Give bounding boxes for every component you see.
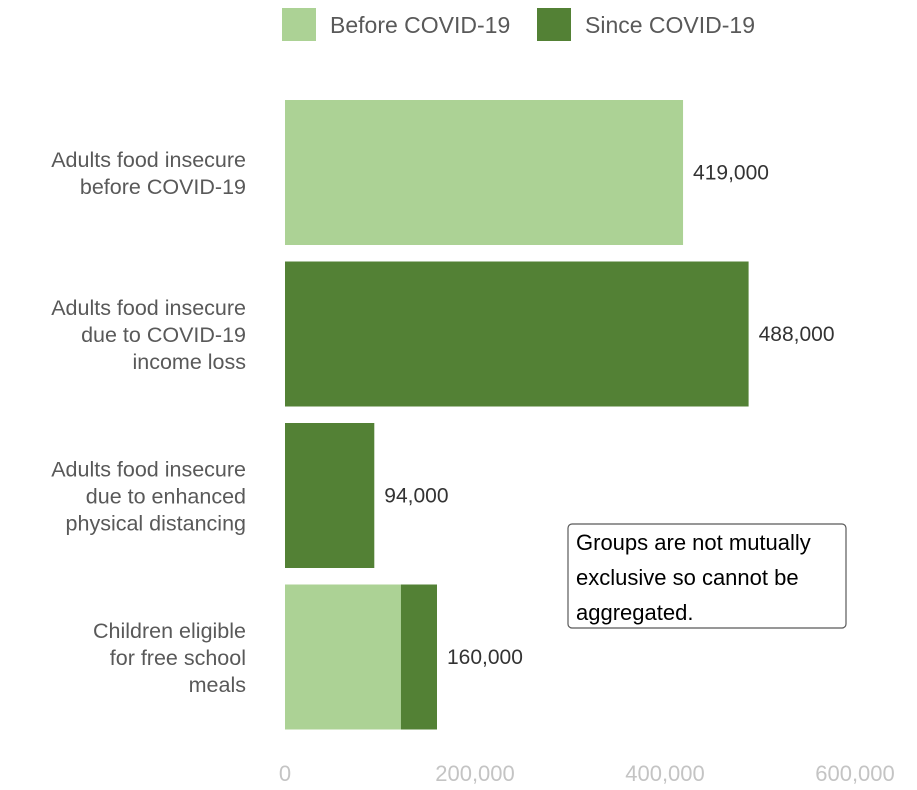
- annotation-box: [567, 523, 847, 629]
- bars: [285, 100, 749, 730]
- data-label: 419,000: [693, 162, 769, 185]
- annotation: Groups are not mutually exclusive so can…: [567, 523, 847, 629]
- value-labels: 419,000 488,000 94,000 160,000: [384, 162, 834, 670]
- category-label: physical distancing: [66, 512, 246, 536]
- category-label: before COVID-19: [80, 175, 246, 199]
- bar: [285, 261, 749, 407]
- category-labels: Adults food insecure before COVID-19 Adult…: [51, 148, 246, 697]
- category-label: due to enhanced: [86, 485, 246, 509]
- category-label: income loss: [132, 350, 246, 374]
- x-axis: 0 200,000 400,000 600,000: [279, 761, 895, 786]
- category-label: for free school: [110, 646, 246, 670]
- category-label: meals: [189, 673, 246, 697]
- bar: [285, 584, 401, 730]
- tick-label: 200,000: [435, 761, 515, 785]
- data-label: 160,000: [447, 646, 523, 669]
- tick-label: 400,000: [625, 761, 705, 785]
- legend-swatch: [537, 8, 571, 41]
- tick-label: 0: [279, 761, 291, 785]
- bar: [285, 100, 684, 245]
- data-label: 94,000: [384, 485, 448, 508]
- category-label: Children eligible: [93, 619, 246, 643]
- category-label: due to COVID-19: [81, 323, 246, 347]
- annotation-line: aggregated.: [576, 600, 693, 625]
- legend-swatch: [282, 8, 316, 41]
- annotation-line: exclusive so cannot be: [576, 565, 799, 590]
- data-label: 488,000: [759, 323, 835, 346]
- legend: Before COVID-19 Since COVID-19: [282, 8, 755, 41]
- annotation-line: Groups are not mutually: [576, 530, 811, 555]
- category-label: Adults food insecure: [51, 296, 246, 320]
- category-label: Adults food insecure: [51, 458, 246, 482]
- legend-label: Before COVID-19: [330, 12, 510, 38]
- category-label: Adults food insecure: [51, 148, 246, 172]
- tick-label: 600,000: [815, 761, 895, 785]
- bar: [400, 584, 437, 730]
- legend-label: Since COVID-19: [585, 12, 755, 38]
- bar: [285, 423, 375, 568]
